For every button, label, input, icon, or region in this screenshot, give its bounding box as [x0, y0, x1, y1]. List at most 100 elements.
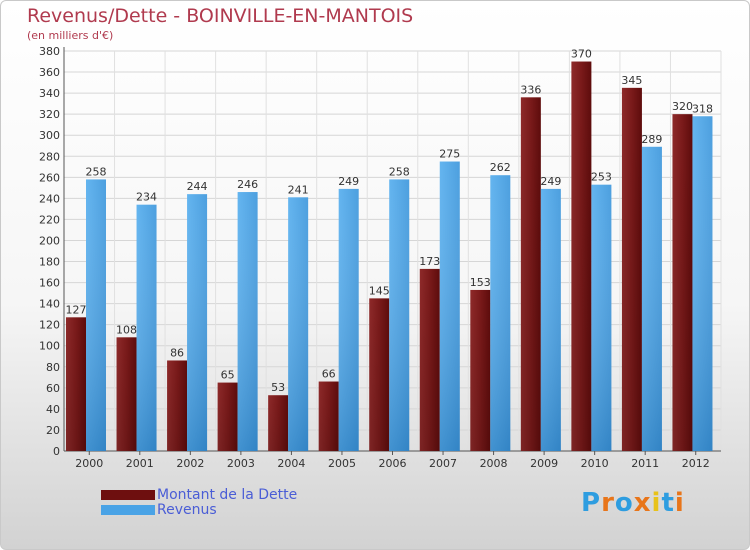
data-label-revenue: 244: [187, 180, 208, 193]
y-tick-label: 360: [39, 66, 60, 79]
y-tick-label: 40: [46, 403, 60, 416]
y-tick-label: 340: [39, 87, 60, 100]
data-label-debt: 345: [621, 74, 642, 87]
y-tick-label: 80: [46, 361, 60, 374]
bar-revenue-shade: [86, 179, 106, 451]
bar-revenue-shade: [136, 204, 157, 451]
y-tick-label: 180: [39, 256, 60, 269]
legend-label-revenue: Revenus: [157, 502, 217, 518]
x-tick-label: 2012: [682, 457, 710, 470]
y-tick-label: 260: [39, 171, 60, 184]
bar-debt-shade: [167, 360, 188, 451]
logo-letter: t: [661, 488, 675, 518]
x-tick-label: 2000: [75, 457, 103, 470]
bar-revenue-shade: [692, 116, 713, 452]
data-label-revenue: 253: [591, 171, 612, 184]
x-tick-label: 2007: [429, 457, 457, 470]
bar-revenue-shade: [288, 197, 309, 451]
y-tick-label: 120: [39, 319, 60, 332]
logo-letter: o: [614, 488, 634, 518]
bar-debt-shade: [520, 97, 541, 451]
bar-revenue-shade: [389, 179, 410, 451]
y-tick-label: 20: [46, 424, 60, 437]
legend-label-debt: Montant de la Dette: [157, 487, 298, 503]
data-label-revenue: 262: [490, 161, 511, 174]
bar-debt-shade: [369, 298, 390, 451]
x-tick-label: 2011: [631, 457, 659, 470]
data-label-revenue: 289: [641, 133, 662, 146]
x-tick-label: 2006: [379, 457, 407, 470]
data-label-revenue: 241: [288, 183, 309, 196]
x-tick-label: 2003: [227, 457, 255, 470]
y-tick-label: 300: [39, 129, 60, 142]
x-tick-label: 2001: [126, 457, 154, 470]
y-tick-label: 140: [39, 298, 60, 311]
bar-debt-shade: [268, 395, 289, 451]
y-tick-label: 240: [39, 192, 60, 205]
bar-debt-shade: [217, 382, 238, 451]
logo-letter: r: [601, 488, 615, 518]
data-label-debt: 53: [271, 381, 285, 394]
bar-debt-shade: [621, 87, 642, 451]
legend-swatch-revenue: [101, 505, 155, 515]
x-tick-label: 2009: [530, 457, 558, 470]
bar-debt-shade: [672, 114, 693, 451]
logo-letter: i: [651, 488, 662, 518]
bar-revenue-shade: [187, 194, 208, 451]
legend-item-revenue: Revenus: [101, 502, 341, 518]
bar-revenue-shade: [490, 175, 511, 452]
data-label-debt: 65: [221, 369, 235, 382]
y-tick-label: 60: [46, 382, 60, 395]
y-tick-label: 200: [39, 234, 60, 247]
data-label-debt: 145: [369, 284, 390, 297]
data-label-debt: 86: [170, 346, 184, 359]
bar-revenue-shade: [237, 192, 258, 452]
logo-letter: i: [674, 488, 685, 518]
y-tick-label: 100: [39, 340, 60, 353]
logo-letter: x: [633, 488, 652, 518]
bar-revenue-shade: [540, 188, 561, 452]
bar-debt-shade: [571, 61, 592, 452]
logo-letter: P: [581, 488, 602, 518]
x-tick-label: 2004: [277, 457, 305, 470]
chart-subtitle: (en milliers d'€): [27, 29, 114, 42]
data-label-revenue: 275: [439, 148, 460, 161]
bar-revenue-shade: [591, 184, 612, 451]
data-label-debt: 336: [520, 83, 541, 96]
data-label-revenue: 258: [86, 165, 107, 178]
data-label-revenue: 246: [237, 178, 258, 191]
y-tick-label: 280: [39, 150, 60, 163]
bar-debt-shade: [419, 268, 440, 451]
data-label-debt: 108: [116, 323, 137, 336]
data-label-debt: 370: [571, 48, 592, 61]
data-label-revenue: 249: [338, 175, 359, 188]
x-tick-label: 2002: [176, 457, 204, 470]
bar-debt-shade: [116, 337, 137, 451]
data-label-revenue: 249: [540, 175, 561, 188]
bar-debt-shade: [470, 289, 491, 451]
bar-debt-shade: [318, 381, 339, 451]
data-label-revenue: 318: [692, 102, 713, 115]
bar-revenue-shade: [338, 188, 359, 452]
x-tick-label: 2008: [480, 457, 508, 470]
x-tick-label: 2005: [328, 457, 356, 470]
y-tick-label: 220: [39, 213, 60, 226]
x-tick-label: 2010: [581, 457, 609, 470]
data-label-debt: 153: [470, 276, 491, 289]
data-label-revenue: 234: [136, 191, 157, 204]
y-tick-label: 380: [39, 45, 60, 58]
legend-item-debt: Montant de la Dette: [101, 487, 341, 503]
bar-revenue-shade: [641, 146, 662, 451]
data-label-debt: 127: [66, 303, 87, 316]
bar-revenue-shade: [439, 161, 460, 452]
y-tick-label: 320: [39, 108, 60, 121]
chart-title: Revenus/Dette - BOINVILLE-EN-MANTOIS: [27, 5, 414, 27]
data-label-debt: 320: [672, 100, 693, 113]
y-tick-label: 0: [53, 445, 60, 458]
bar-debt-shade: [66, 317, 86, 451]
legend: Montant de la Dette Revenus: [101, 487, 341, 518]
data-label-debt: 66: [322, 368, 336, 381]
proxiti-logo: Proxiti: [581, 488, 685, 518]
